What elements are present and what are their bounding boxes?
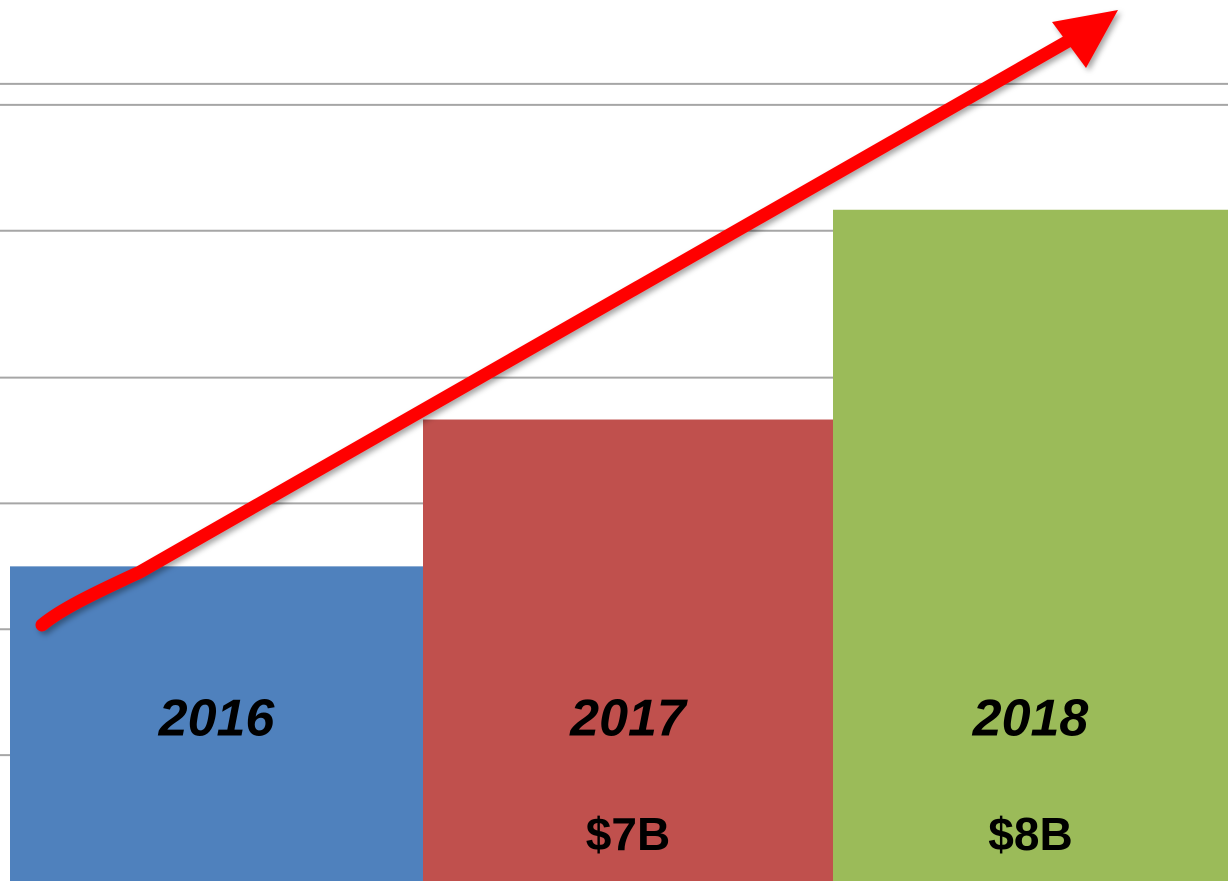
- value-label: $7B: [586, 808, 670, 860]
- bar: [423, 419, 833, 881]
- category-label: 2016: [158, 690, 276, 748]
- bar: [833, 209, 1228, 881]
- trend-arrow: [35, 10, 1118, 632]
- category-label: 2018: [972, 690, 1089, 748]
- arrow-shaft: [35, 33, 1077, 632]
- category-label: 2017: [569, 690, 688, 748]
- bars: [10, 209, 1228, 881]
- arrow-head: [1052, 10, 1118, 68]
- bar: [10, 566, 423, 881]
- labels: 2016 2017 $7B 2018 $8B: [158, 690, 1089, 860]
- value-label: $8B: [988, 808, 1072, 860]
